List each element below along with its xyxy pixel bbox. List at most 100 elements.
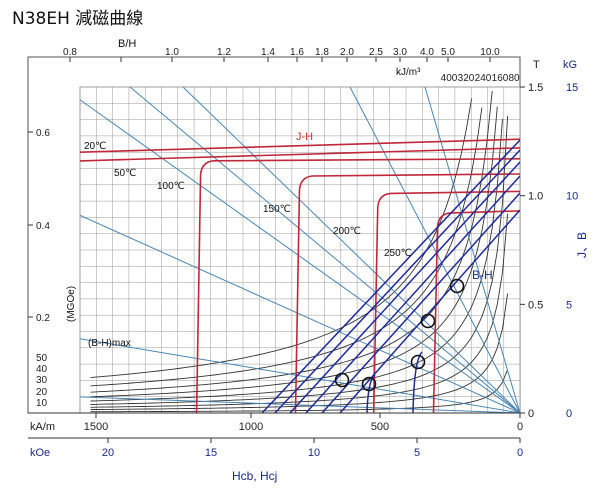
t-tick-label: 0	[528, 408, 534, 420]
bh-tick-label: 1.4	[261, 47, 275, 58]
bh-tick-label: 2.0	[340, 47, 354, 58]
koe-tick-label: 15	[205, 447, 217, 459]
energy-curve	[90, 107, 483, 387]
j-h-curve	[80, 147, 520, 162]
koe-ticks: 20 15 10 5 0	[102, 438, 523, 459]
bhmax-label: (B-H)max	[88, 338, 131, 349]
kam-tick-label: 0	[517, 421, 523, 433]
bh-tick-label: 1.2	[217, 47, 231, 58]
bh-label: B-H	[472, 268, 493, 282]
bh-tick-label: 2.5	[369, 47, 383, 58]
b-h-curve	[274, 149, 520, 413]
temp-label-150: 150℃	[263, 204, 291, 215]
temp-label-250: 250℃	[384, 248, 412, 259]
mgoe-tick-label: 20	[36, 387, 48, 398]
left-tick-label: 0.6	[36, 128, 50, 139]
j-h-curve	[80, 138, 520, 153]
kam-tick-label: 500	[371, 421, 389, 433]
kam-tick-label: 1500	[84, 421, 108, 433]
load-lines	[80, 87, 520, 413]
kg-tick-label: 5	[566, 299, 572, 311]
t-tick-label: 1.5	[528, 82, 543, 94]
load-line	[80, 99, 520, 413]
bh-tick-label: 1.0	[165, 47, 179, 58]
energy-tick-label: 160	[492, 73, 509, 84]
t-axis-label: T	[533, 59, 540, 71]
kam-tick-label: 1000	[239, 421, 263, 433]
energy-curve	[90, 369, 509, 413]
knee-points	[334, 278, 465, 392]
koe-tick-label: 0	[517, 447, 523, 459]
energy-curve	[90, 91, 493, 393]
koe-axis-label: kOe	[30, 447, 50, 459]
koe-tick-label: 20	[102, 447, 114, 459]
koe-tick-label: 5	[414, 447, 420, 459]
energy-curve	[90, 213, 509, 408]
bh-ticks: 0.8 1.0 1.2 1.4 1.6 1.8 2.0 2.5 3.0 4.0 5.0 10.0	[63, 47, 500, 62]
energy-tick-label: 240	[475, 73, 492, 84]
j-h-curve	[195, 158, 520, 413]
knee-point	[420, 313, 436, 329]
bh-tick-label: 1.8	[315, 47, 329, 58]
knee-point	[449, 278, 465, 294]
temp-label-100: 100℃	[157, 181, 185, 192]
load-line	[80, 214, 520, 413]
j-h-curve	[372, 190, 520, 413]
energy-curve	[90, 293, 509, 411]
kg-tick-label: 0	[566, 408, 572, 420]
kg-ticks: 15 10 5 0	[566, 82, 578, 420]
mgoe-label: (MGOe)	[66, 286, 77, 322]
x-axis-label: Hcb, Hcj	[232, 469, 277, 483]
load-line	[349, 87, 520, 413]
load-line	[129, 87, 520, 413]
temp-label-50: 50℃	[114, 168, 136, 179]
energy-curve	[90, 115, 509, 405]
j-h-curve	[294, 173, 520, 413]
energy-unit-label: kJ/m³	[396, 67, 421, 78]
kg-axis-label: kG	[563, 59, 577, 71]
left-tick-label: 0.4	[36, 221, 50, 232]
energy-tick-label: 400	[441, 73, 458, 84]
bh-tick-label: 10.0	[480, 47, 500, 58]
t-tick-label: 0.5	[528, 299, 543, 311]
b-h-curve	[261, 139, 520, 413]
knee-point	[361, 376, 377, 392]
bh-tick-label: 3.0	[393, 47, 407, 58]
b-h-knee	[366, 374, 376, 413]
left-ticks: 0.6 0.4 0.2	[28, 128, 50, 324]
energy-curve	[90, 106, 498, 398]
kam-ticks: 1500 1000 500 0	[84, 413, 523, 433]
kg-tick-label: 10	[566, 191, 578, 203]
t-tick-label: 1.0	[528, 191, 543, 203]
bh-axis-label: B/H	[118, 38, 136, 50]
knee-point	[334, 372, 350, 388]
kam-axis-label: kA/m	[30, 421, 55, 433]
load-line	[80, 396, 520, 413]
energy-tick-label: 80	[508, 73, 520, 84]
b-h-curve	[339, 209, 520, 413]
mgoe-tick-label: 30	[36, 375, 48, 386]
bh-tick-label: 1.6	[290, 47, 304, 58]
kg-tick-label: 15	[566, 82, 578, 94]
bh-tick-label: 5.0	[441, 47, 455, 58]
knee-point	[410, 354, 426, 370]
chart-title: N38EH 減磁曲線	[12, 9, 144, 29]
mgoe-tick-label: 40	[36, 364, 48, 375]
t-ticks: 1.5 1.0 0.5 0	[520, 82, 543, 420]
energy-curve	[90, 98, 473, 379]
load-line	[80, 338, 520, 413]
load-line	[182, 87, 520, 413]
energy-tick-label: 320	[458, 73, 475, 84]
bh-tick-label: 4.0	[420, 47, 434, 58]
b-h-curve	[321, 192, 520, 413]
b-h-curve	[289, 161, 520, 413]
left-tick-label: 0.2	[36, 313, 50, 324]
energy-ticks: 400 320 240 160 80	[441, 73, 520, 84]
jb-axis-label: J、B	[575, 232, 589, 258]
temp-label-20: 20℃	[84, 141, 106, 152]
koe-tick-label: 10	[308, 447, 320, 459]
mgoe-tick-label: 50	[36, 353, 48, 364]
mgoe-tick-label: 10	[36, 398, 48, 409]
